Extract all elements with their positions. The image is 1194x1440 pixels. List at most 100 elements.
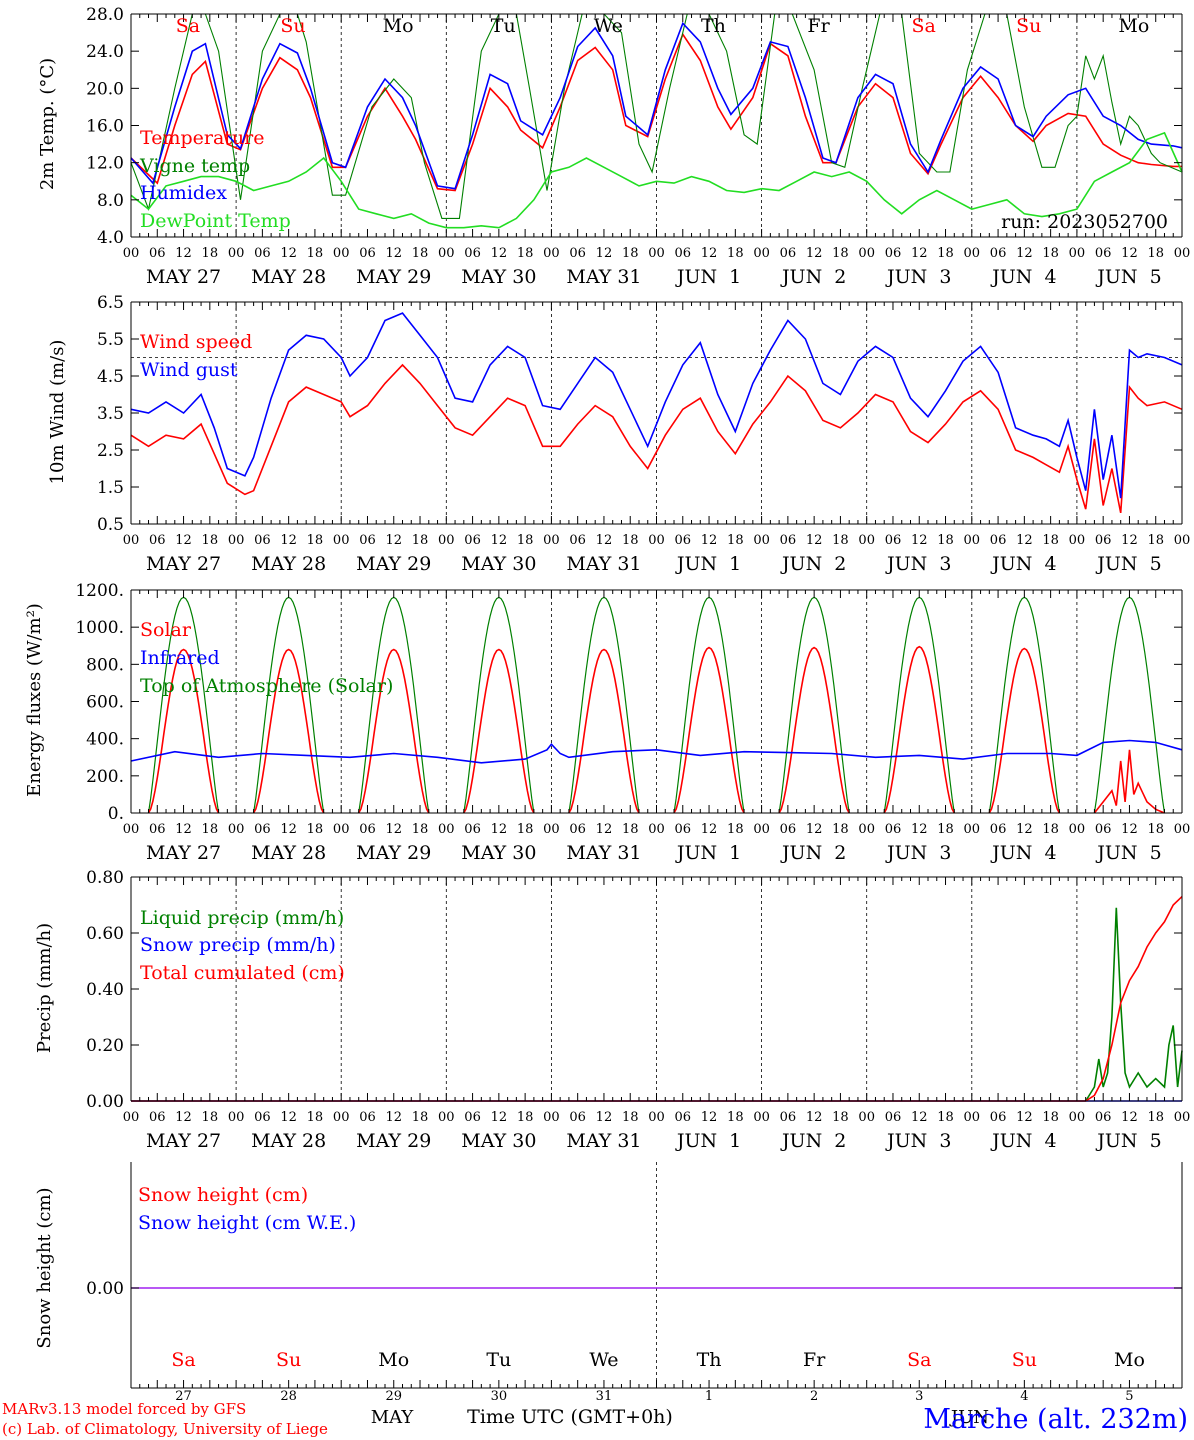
precip-axes: 0.00 0.20 0.40 0.60 0.80 00 06 12 18 00 06 12 18 00 06…: [86, 868, 1190, 1152]
precip-hour-label: 12: [491, 1110, 508, 1125]
precip-legend: Liquid precip (mm/h) Snow precip (mm/h) …: [140, 907, 345, 984]
wind-axes: 0.5 1.5 2.5 3.5 4.5 5.5 6.5 00 06 12 18 00 06 12 18 00 0…: [97, 293, 1190, 575]
energy-hour-label: 00: [753, 822, 770, 837]
temp-hour-label: 18: [832, 246, 849, 261]
energy-hour-label: 12: [911, 822, 928, 837]
energy-hour-label: 00: [333, 822, 350, 837]
time-axis-label: Time UTC (GMT+0h): [467, 1406, 673, 1428]
precip-date-label: JUN 5: [1095, 1130, 1161, 1152]
snow-day-name: Mo: [1114, 1349, 1145, 1371]
precip-hour-label: 00: [753, 1110, 770, 1125]
snow-day-number: 29: [385, 1389, 402, 1404]
wind-hour-label: 00: [1069, 533, 1086, 548]
snow-day-number: 2: [810, 1389, 818, 1404]
temp-hour-label: 12: [596, 246, 613, 261]
wind-hour-label: 06: [990, 533, 1007, 548]
wind-hour-label: 00: [964, 533, 981, 548]
solar-last-day-line: [1093, 749, 1165, 814]
infrared-line: [130, 739, 1183, 764]
wind-hour-label: 12: [911, 533, 928, 548]
snow-day-name: Sa: [907, 1349, 931, 1371]
precip-hour-label: 12: [175, 1110, 192, 1125]
energy-hour-label: 12: [1016, 822, 1033, 837]
precip-date-label: MAY 31: [566, 1130, 641, 1152]
precip-hour-label: 00: [333, 1110, 350, 1125]
temp-hour-label: 00: [228, 246, 245, 261]
wind-hour-label: 06: [780, 533, 797, 548]
wind-hour-label: 18: [727, 533, 744, 548]
precip-hour-label: 18: [307, 1110, 324, 1125]
panel-temperature: 4.0 8.0 12.0 16.0 20.0 24.0 28.0 00 06 12 18 00 06 12…: [37, 5, 1190, 288]
precip-hour-label: 00: [438, 1110, 455, 1125]
legend-infrared: Infrared: [140, 647, 220, 669]
temp-hour-label: 12: [911, 246, 928, 261]
legend-dewpoint: DewPoint Temp: [140, 210, 291, 232]
wind-date-label: MAY 30: [461, 553, 536, 575]
energy-hour-label: 18: [202, 822, 219, 837]
wind-hour-label: 00: [543, 533, 560, 548]
energy-hour-label: 18: [727, 822, 744, 837]
legend-wind-gust: Wind gust: [140, 359, 238, 381]
panel-precip: 0.00 0.20 0.40 0.60 0.80 00 06 12 18 00 06 12 18 00 06…: [34, 868, 1190, 1152]
energy-hour-label: 00: [858, 822, 875, 837]
precip-hour-label: 00: [123, 1110, 140, 1125]
station-name: Marche (alt. 232m): [923, 1404, 1188, 1435]
wind-hour-label: 18: [832, 533, 849, 548]
wind-hour-label: 00: [228, 533, 245, 548]
wind-date-label: JUN 2: [780, 553, 846, 575]
precip-hour-label: 06: [780, 1110, 797, 1125]
temp-date-label: MAY 27: [146, 266, 221, 288]
energy-legend: Solar Infrared Top of Atmosphere (Solar): [140, 619, 393, 697]
energy-hour-label: 06: [990, 822, 1007, 837]
temp-date-label: JUN 2: [780, 266, 846, 288]
footer: MARv3.13 model forced by GFS (c) Lab. of…: [2, 1400, 1188, 1438]
precip-hour-label: 06: [675, 1110, 692, 1125]
energy-date-label: MAY 27: [146, 842, 221, 864]
energy-date-label: JUN 4: [990, 842, 1056, 864]
legend-snow-we: Snow height (cm W.E.): [138, 1212, 356, 1234]
wind-y-tick-label: 6.5: [97, 293, 124, 313]
wind-hour-label: 00: [648, 533, 665, 548]
precip-series-line-dark_green: [131, 907, 1183, 1102]
snow-day-number: 31: [596, 1389, 613, 1404]
snow-day-number: 3: [915, 1389, 923, 1404]
snow-axes: 0.00 Sa 27 Su 28 Mo 29 Tu 30 We 31 Th 1 Fr 2 Sa 3 Su 4 Mo 5: [86, 1162, 1183, 1404]
wind-hour-label: 12: [806, 533, 823, 548]
precip-hour-label: 12: [385, 1110, 402, 1125]
precip-hour-label: 18: [727, 1110, 744, 1125]
energy-hour-label: 06: [464, 822, 481, 837]
wind-hour-label: 12: [596, 533, 613, 548]
temp-day-name: Mo: [383, 15, 414, 37]
energy-hour-label: 12: [701, 822, 718, 837]
solar-line: [147, 648, 220, 814]
temp-hour-label: 06: [464, 246, 481, 261]
precip-hour-label: 06: [1095, 1110, 1112, 1125]
wind-date-label: JUN 3: [885, 553, 951, 575]
temp-hour-label: 00: [333, 246, 350, 261]
legend-solar: Solar: [140, 619, 192, 641]
wind-hour-label: 12: [1121, 533, 1138, 548]
temp-date-label: MAY 31: [566, 266, 641, 288]
temp-hour-label: 18: [937, 246, 954, 261]
wind-ylabel: 10m Wind (m/s): [47, 340, 68, 485]
wind-hour-label: 12: [701, 533, 718, 548]
energy-hour-label: 06: [780, 822, 797, 837]
wind-hour-label: 18: [202, 533, 219, 548]
energy-hour-label: 06: [1095, 822, 1112, 837]
temp-hour-label: 18: [727, 246, 744, 261]
temp-date-label: MAY 29: [356, 266, 431, 288]
temp-hour-label: 00: [648, 246, 665, 261]
temp-hour-label: 06: [254, 246, 271, 261]
precip-hour-label: 18: [622, 1110, 639, 1125]
temp-legend: Temperature Vigne temp Humidex DewPoint …: [139, 127, 291, 232]
month-may: MAY: [371, 1407, 415, 1428]
wind-y-tick-label: 4.5: [97, 367, 124, 387]
temp-hour-label: 06: [569, 246, 586, 261]
temp-hour-label: 00: [964, 246, 981, 261]
precip-hour-label: 06: [254, 1110, 271, 1125]
temp-date-label: JUN 1: [675, 266, 741, 288]
energy-date-label: MAY 28: [251, 842, 326, 864]
wind-hour-label: 06: [359, 533, 376, 548]
energy-hour-label: 12: [491, 822, 508, 837]
temp-hour-label: 00: [1069, 246, 1086, 261]
